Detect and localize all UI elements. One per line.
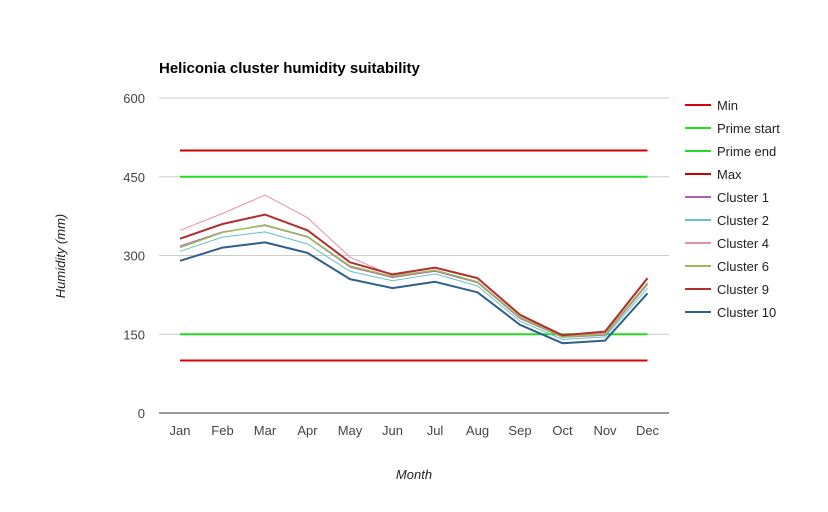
x-tick-label: Dec	[636, 423, 660, 438]
legend-label-cluster-6: Cluster 6	[717, 259, 769, 274]
series-line-cluster-2	[179, 231, 648, 340]
x-tick-label: Jan	[170, 423, 191, 438]
x-axis-title: Month	[396, 467, 432, 482]
legend-label-cluster-9: Cluster 9	[717, 282, 769, 297]
series-line-cluster-4	[179, 194, 648, 337]
x-tick-label: Jul	[427, 423, 444, 438]
series-lines	[179, 149, 649, 362]
legend-label-cluster-1: Cluster 1	[717, 190, 769, 205]
x-tick-label: Sep	[508, 423, 531, 438]
legend-label-prime-end: Prime end	[717, 144, 776, 159]
series-line-cluster-9	[179, 213, 649, 337]
chart-title: Heliconia cluster humidity suitability	[159, 60, 421, 77]
legend-label-cluster-10: Cluster 10	[717, 305, 776, 320]
legend: Min Prime start Prime end Max Cluster 1 Clust…	[685, 98, 780, 320]
y-tick-label: 450	[123, 170, 145, 185]
y-tick-label: 600	[123, 91, 145, 106]
series-line-cluster-10	[179, 241, 649, 345]
series-line-cluster-1	[179, 225, 648, 338]
y-axis-ticks: 0 150 300 450 600	[123, 91, 145, 421]
x-tick-label: Mar	[254, 423, 277, 438]
x-tick-label: Jun	[382, 423, 403, 438]
y-tick-label: 0	[138, 406, 145, 421]
x-tick-label: Nov	[593, 423, 617, 438]
legend-label-max: Max	[717, 167, 742, 182]
x-tick-label: Apr	[297, 423, 318, 438]
legend-label-prime-start: Prime start	[717, 121, 780, 136]
gridlines	[159, 97, 669, 335]
x-tick-label: May	[338, 423, 363, 438]
x-axis-ticks: Jan Feb Mar Apr May Jun Jul Aug Sep Oct Nov Dec	[170, 423, 660, 438]
legend-label-cluster-2: Cluster 2	[717, 213, 769, 228]
x-tick-label: Aug	[466, 423, 489, 438]
y-tick-label: 150	[123, 327, 145, 342]
x-tick-label: Feb	[211, 423, 233, 438]
legend-label-min: Min	[717, 98, 738, 113]
series-line-cluster-6	[179, 224, 649, 338]
y-axis-title: Humidity (mm)	[53, 214, 68, 299]
y-tick-label: 300	[123, 249, 145, 264]
x-tick-label: Oct	[552, 423, 573, 438]
legend-label-cluster-4: Cluster 4	[717, 236, 769, 251]
